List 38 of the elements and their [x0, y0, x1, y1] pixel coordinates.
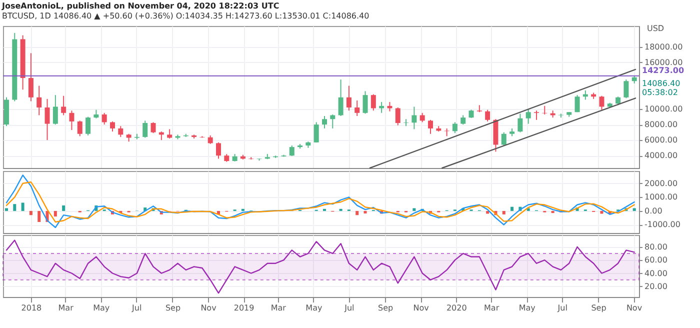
x-tick-label: Sep: [165, 304, 181, 312]
y-tick-label: 10000.00: [644, 104, 683, 114]
y-tick-label: 18000.00: [644, 42, 683, 52]
y-tick-label: 20.00: [644, 282, 668, 291]
x-tick-label: Nov: [626, 304, 642, 312]
x-tick-label: Sep: [591, 304, 606, 312]
x-tick-label: 2018: [21, 304, 42, 312]
text: 14086.40: [642, 78, 680, 88]
chart-title: JoseAntonioL, published on November 04, 2020 18:22:03 UTC: [1, 2, 280, 10]
y-tick-label: 0.00: [644, 206, 662, 216]
x-tick-label: Mar: [270, 304, 287, 312]
y-tick-label: -1000.00: [644, 220, 680, 230]
y-tick-label: 6000.00: [644, 136, 678, 145]
text: USD: [647, 24, 664, 33]
y-tick-label: 40.00: [644, 268, 668, 278]
x-tick-label: Mar: [58, 304, 74, 312]
x-tick-label: May: [306, 304, 322, 312]
ref-line-label: 14273.00: [642, 66, 684, 75]
x-tick-label: Jul: [131, 304, 142, 312]
x-tick-label: Mar: [484, 304, 500, 312]
y-tick-label: 4000.00: [644, 151, 678, 160]
x-tick-label: May: [518, 304, 536, 312]
x-tick-label: May: [93, 304, 110, 312]
x-tick-label: Nov: [413, 304, 430, 312]
y-tick-label: 1000.00: [644, 192, 678, 202]
x-tick-label: Jul: [344, 304, 354, 312]
x-tick-label: Nov: [200, 304, 217, 312]
y-tick-label: 80.00: [644, 242, 668, 252]
y-tick-label: 2000.00: [644, 178, 678, 188]
x-tick-label: 2019: [234, 304, 254, 312]
chart-subtitle: BTCUSD, 1D 14086.40 ▲ +50.60 (+0.36%) O:14034.35 H:14273.60 L:13530.01 C:14086.40: [2, 12, 370, 20]
x-tick-label: Jul: [556, 304, 568, 312]
x-tick-label: Sep: [378, 304, 394, 312]
y-tick-label: 16000.00: [644, 58, 683, 67]
text: 05:38:02: [642, 88, 678, 97]
y-tick-label: 8000.00: [644, 120, 678, 130]
x-tick-label: 2020: [446, 304, 467, 312]
y-tick-label: 60.00: [644, 256, 668, 265]
